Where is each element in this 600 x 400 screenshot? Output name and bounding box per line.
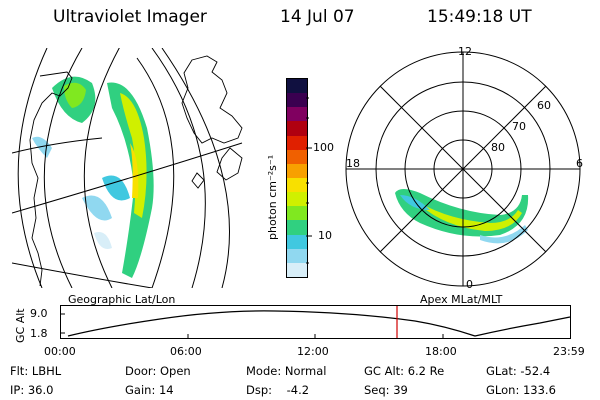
altitude-ytick-1-8: 1.8 (30, 327, 48, 340)
ip-readout: IP: 36.0 (10, 383, 54, 397)
altitude-ytick-9: 9.0 (30, 307, 48, 320)
lat-label-80: 80 (491, 141, 505, 154)
time-tick-1200: 12:00 (297, 345, 329, 358)
mlt-label-6: 6 (576, 157, 583, 170)
colorbar-segment (287, 163, 307, 178)
colorbar-segment (287, 135, 307, 150)
lat-label-60: 60 (537, 99, 551, 112)
glat-readout: GLat: -52.4 (486, 364, 551, 378)
altitude-plot (60, 305, 571, 339)
colorbar-axis (306, 97, 312, 264)
seq-readout: Seq: 39 (364, 383, 408, 397)
right-map-label: Apex MLat/MLT (420, 293, 503, 306)
colorbar-unit-label: photon cm⁻²s⁻¹ (266, 154, 279, 240)
colorbar-segment (287, 220, 307, 235)
dsp-readout: Dsp: -4.2 (246, 383, 310, 397)
time-tick-2359: 23:59 (553, 345, 585, 358)
date-readout: 14 Jul 07 (280, 7, 355, 27)
colorbar-tick-10: 10 (318, 229, 332, 242)
lat-lon-grid (12, 48, 243, 288)
colorbar (286, 78, 308, 278)
colorbar-segment (287, 107, 307, 122)
app-title: Ultraviolet Imager (53, 7, 207, 27)
colorbar-segment (287, 206, 307, 221)
mlt-label-12: 12 (458, 45, 472, 58)
gain-readout: Gain: 14 (125, 383, 174, 397)
colorbar-segment (287, 262, 307, 277)
mlt-label-18: 18 (346, 157, 360, 170)
mlt-label-0: 0 (466, 278, 473, 291)
colorbar-segment (287, 93, 307, 108)
colorbar-segment (287, 149, 307, 164)
magnetic-polar-map (345, 51, 581, 287)
door-readout: Door: Open (125, 364, 191, 378)
colorbar-segment (287, 248, 307, 263)
time-tick-0600: 06:00 (170, 345, 202, 358)
colorbar-segment (287, 79, 307, 94)
gc-alt-readout: GC Alt: 6.2 Re (364, 364, 445, 378)
mode-readout: Mode: Normal (246, 364, 327, 378)
colorbar-segment (287, 121, 307, 136)
left-map-label: Geographic Lat/Lon (68, 293, 176, 306)
time-readout: 15:49:18 UT (427, 7, 532, 27)
altitude-ylabel: GC Alt (14, 308, 27, 343)
glon-readout: GLon: 133.6 (486, 383, 556, 397)
flt-readout: Flt: LBHL (10, 364, 62, 378)
aurora-oval (395, 189, 529, 244)
colorbar-segment (287, 192, 307, 207)
time-tick-1800: 18:00 (425, 345, 457, 358)
colorbar-tick-100: 100 (313, 141, 334, 154)
time-tick-0000: 00:00 (44, 345, 76, 358)
aurora-emission (32, 76, 154, 278)
colorbar-segment (287, 234, 307, 249)
colorbar-segment (287, 177, 307, 193)
coastline (29, 55, 243, 287)
lat-label-70: 70 (512, 120, 526, 133)
geographic-map (12, 48, 243, 288)
